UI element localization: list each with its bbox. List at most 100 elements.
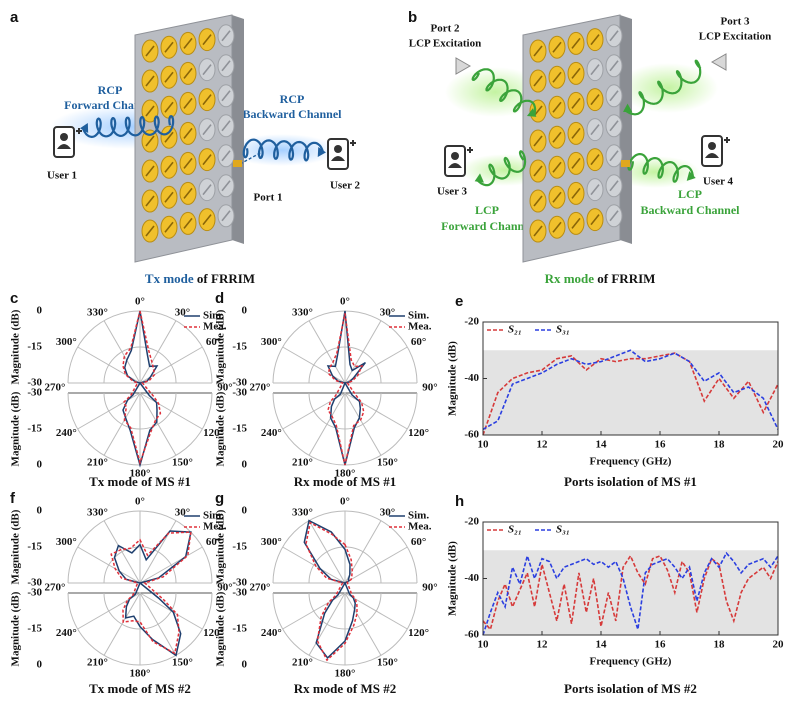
r-tick-label: -15 xyxy=(27,541,42,553)
x-tick-label: 14 xyxy=(596,439,608,451)
unit-slot xyxy=(145,225,155,237)
chart-title: Tx mode of MS #2 xyxy=(89,681,191,696)
r-axis-label: Magnitude (dB) xyxy=(215,309,227,384)
unit-slot xyxy=(552,101,562,113)
r-tick-label: 0 xyxy=(37,659,43,671)
theta-tick-label: 240° xyxy=(261,627,282,639)
grid-spoke xyxy=(77,546,141,584)
user-label: User 1 xyxy=(47,170,77,182)
unit-slot xyxy=(145,75,155,87)
user-plus xyxy=(76,128,82,134)
theta-tick-label: 0° xyxy=(135,496,145,508)
r-tick-label: -15 xyxy=(232,541,247,553)
x-tick-label: 18 xyxy=(714,639,726,651)
horn xyxy=(455,57,472,75)
unit-slot xyxy=(552,191,562,203)
unit-slot xyxy=(221,180,231,192)
channel-label: Forward Channel xyxy=(64,98,156,112)
theta-tick-label: 270° xyxy=(250,582,271,594)
r-axis-label: Magnitude (dB) xyxy=(215,509,227,584)
grid-spoke xyxy=(344,320,382,384)
theta-tick-label: 180° xyxy=(335,668,356,680)
unit-slot xyxy=(164,161,174,173)
user-plus xyxy=(467,147,473,153)
x-tick-label: 12 xyxy=(537,439,549,451)
r-tick-label: 0 xyxy=(37,459,43,471)
series-line xyxy=(482,551,779,636)
legend-label: Sim. xyxy=(203,510,224,522)
unit-slot xyxy=(571,97,581,109)
panel-label: a xyxy=(10,9,19,26)
r-tick-label: 0 xyxy=(242,659,248,671)
theta-tick-label: 60° xyxy=(411,536,426,548)
theta-tick-label: 180° xyxy=(130,468,151,480)
channel-label: Forward Channel xyxy=(441,219,533,233)
caption: Tx mode of FRRIM xyxy=(145,271,255,286)
theta-tick-label: 270° xyxy=(45,582,66,594)
theta-tick-label: 150° xyxy=(377,657,398,669)
panel-label: g xyxy=(215,490,224,507)
r-tick-label: 0 xyxy=(37,505,43,517)
grid-spoke xyxy=(103,520,141,584)
unit-slot xyxy=(609,60,619,72)
theta-tick-label: 330° xyxy=(87,306,108,318)
helix xyxy=(81,115,175,139)
unit-slot xyxy=(202,64,212,76)
port-label: Port 2 xyxy=(430,23,460,35)
legend-label: Mea. xyxy=(203,521,227,533)
user-body xyxy=(448,163,462,168)
user-label: User 3 xyxy=(437,186,468,198)
caption-mode: Rx mode xyxy=(545,271,595,286)
unit-slot xyxy=(221,90,231,102)
grid-spoke xyxy=(308,520,346,584)
r-axis-label: Magnitude (dB) xyxy=(10,591,22,666)
grid-spoke xyxy=(344,520,382,584)
plot-frame xyxy=(482,321,779,436)
theta-tick-label: 240° xyxy=(56,627,77,639)
unit-slot xyxy=(609,90,619,102)
unit-slot xyxy=(202,214,212,226)
caption-mode: Tx mode xyxy=(145,271,194,286)
theta-tick-label: 330° xyxy=(292,506,313,518)
legend-label: Mea. xyxy=(408,521,432,533)
unit-slot xyxy=(221,30,231,42)
unit-slot xyxy=(183,157,193,169)
unit-slot xyxy=(183,127,193,139)
x-tick-label: 10 xyxy=(478,639,490,651)
grid-spoke xyxy=(282,592,346,630)
theta-tick-label: 210° xyxy=(87,457,108,469)
theta-tick-label: 270° xyxy=(250,382,271,394)
r-tick-label: -15 xyxy=(27,623,42,635)
unit-slot xyxy=(164,131,174,143)
charts: c-30-30-15-15000°30°60°90°120°150°180°21… xyxy=(10,290,784,696)
user-head xyxy=(451,152,459,160)
helix xyxy=(624,59,702,116)
user-phone xyxy=(327,138,349,170)
user-label: User 4 xyxy=(703,176,734,188)
theta-tick-label: 210° xyxy=(292,457,313,469)
unit-slot xyxy=(183,67,193,79)
theta-tick-label: 300° xyxy=(261,336,282,348)
unit-slot xyxy=(202,94,212,106)
grid-spoke xyxy=(139,520,177,584)
panel-label: e xyxy=(455,293,463,310)
channel-label: LCP xyxy=(475,203,499,217)
r-tick-label: -30 xyxy=(27,577,42,589)
glow xyxy=(618,63,718,113)
unit-slot xyxy=(590,124,600,136)
theta-tick-label: 120° xyxy=(408,627,429,639)
r-tick-label: 0 xyxy=(37,305,43,317)
user-phone xyxy=(444,145,466,177)
grid-spoke xyxy=(103,592,141,656)
glow xyxy=(227,134,337,166)
arrow-head xyxy=(80,123,89,133)
y-tick-label: -40 xyxy=(464,372,479,384)
caption: Rx mode of FRRIM xyxy=(545,271,656,286)
theta-tick-label: 330° xyxy=(292,306,313,318)
x-tick-label: 16 xyxy=(655,639,667,651)
unit-slot xyxy=(533,195,543,207)
unit-slot xyxy=(609,210,619,222)
unit-slot xyxy=(183,187,193,199)
r-tick-label: -30 xyxy=(27,587,42,599)
